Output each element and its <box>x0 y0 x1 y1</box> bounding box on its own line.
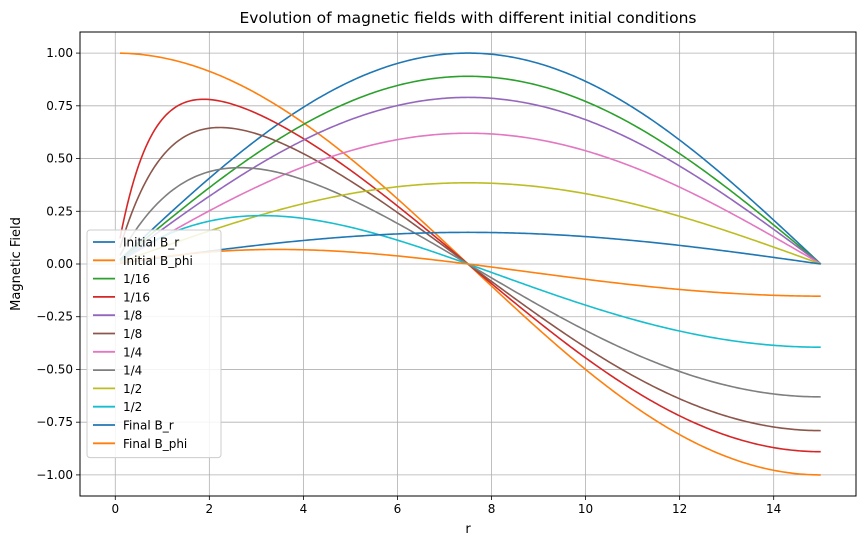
legend-entry-label: 1/16 <box>123 272 150 286</box>
legend-entry-label: 1/2 <box>123 400 142 414</box>
legend-entry-label: Final B_phi <box>123 437 187 451</box>
series-line-4 <box>119 96 822 265</box>
x-tick-label: 2 <box>206 502 214 516</box>
legend-entry-label: Initial B_phi <box>123 254 193 268</box>
x-tick-label: 0 <box>111 502 119 516</box>
x-tick-label: 10 <box>578 502 593 516</box>
series-line-9 <box>119 214 821 348</box>
x-tick-label: 4 <box>300 502 308 516</box>
series-line-5 <box>119 126 821 432</box>
y-tick-label: 0.75 <box>46 99 73 113</box>
y-tick-label: 0.00 <box>46 257 73 271</box>
legend-entry-label: 1/16 <box>123 290 150 304</box>
legend-box <box>86 229 222 459</box>
series-line-11 <box>119 248 821 297</box>
legend-entry-label: 1/8 <box>123 309 142 323</box>
y-tick-label: 1.00 <box>46 46 73 60</box>
legend-entry-label: 1/4 <box>123 345 142 359</box>
series-layer <box>119 52 822 476</box>
legend-entry-label: Final B_r <box>123 419 174 433</box>
x-tick-label: 6 <box>394 502 402 516</box>
legend-entry-label: 1/2 <box>123 382 142 396</box>
chart-title: Evolution of magnetic fields with differ… <box>239 9 696 27</box>
series-line-0 <box>119 52 822 265</box>
y-tick-label: −1.00 <box>36 468 73 482</box>
x-tick-label: 8 <box>488 502 496 516</box>
y-tick-label: −0.25 <box>36 310 73 324</box>
y-tick-label: −0.50 <box>36 362 73 376</box>
legend-entry-label: 1/4 <box>123 364 142 378</box>
series-line-8 <box>119 182 822 265</box>
series-line-3 <box>119 98 821 453</box>
series-line-2 <box>119 75 822 265</box>
series-line-10 <box>119 231 821 265</box>
y-tick-label: −0.75 <box>36 415 73 429</box>
y-axis-ticks: −1.00 −0.75 −0.50 −0.25 0.00 0.25 0.50 0.75 1.00 <box>36 46 80 482</box>
legend-entry-label: 1/8 <box>123 327 142 341</box>
y-tick-label: 0.25 <box>46 204 73 218</box>
x-axis-ticks: 0 2 4 6 8 10 12 14 <box>111 496 781 516</box>
y-tick-label: 0.50 <box>46 152 73 166</box>
y-axis-label: Magnetic Field <box>9 217 24 311</box>
legend-entry-label: Initial B_r <box>123 236 179 250</box>
x-tick-label: 14 <box>766 502 781 516</box>
legend: Initial B_r Initial B_phi 1/16 1/16 1/8 1/8 1/… <box>86 229 222 459</box>
x-axis-label: r <box>465 522 471 537</box>
x-tick-label: 12 <box>672 502 687 516</box>
series-line-6 <box>119 132 822 265</box>
